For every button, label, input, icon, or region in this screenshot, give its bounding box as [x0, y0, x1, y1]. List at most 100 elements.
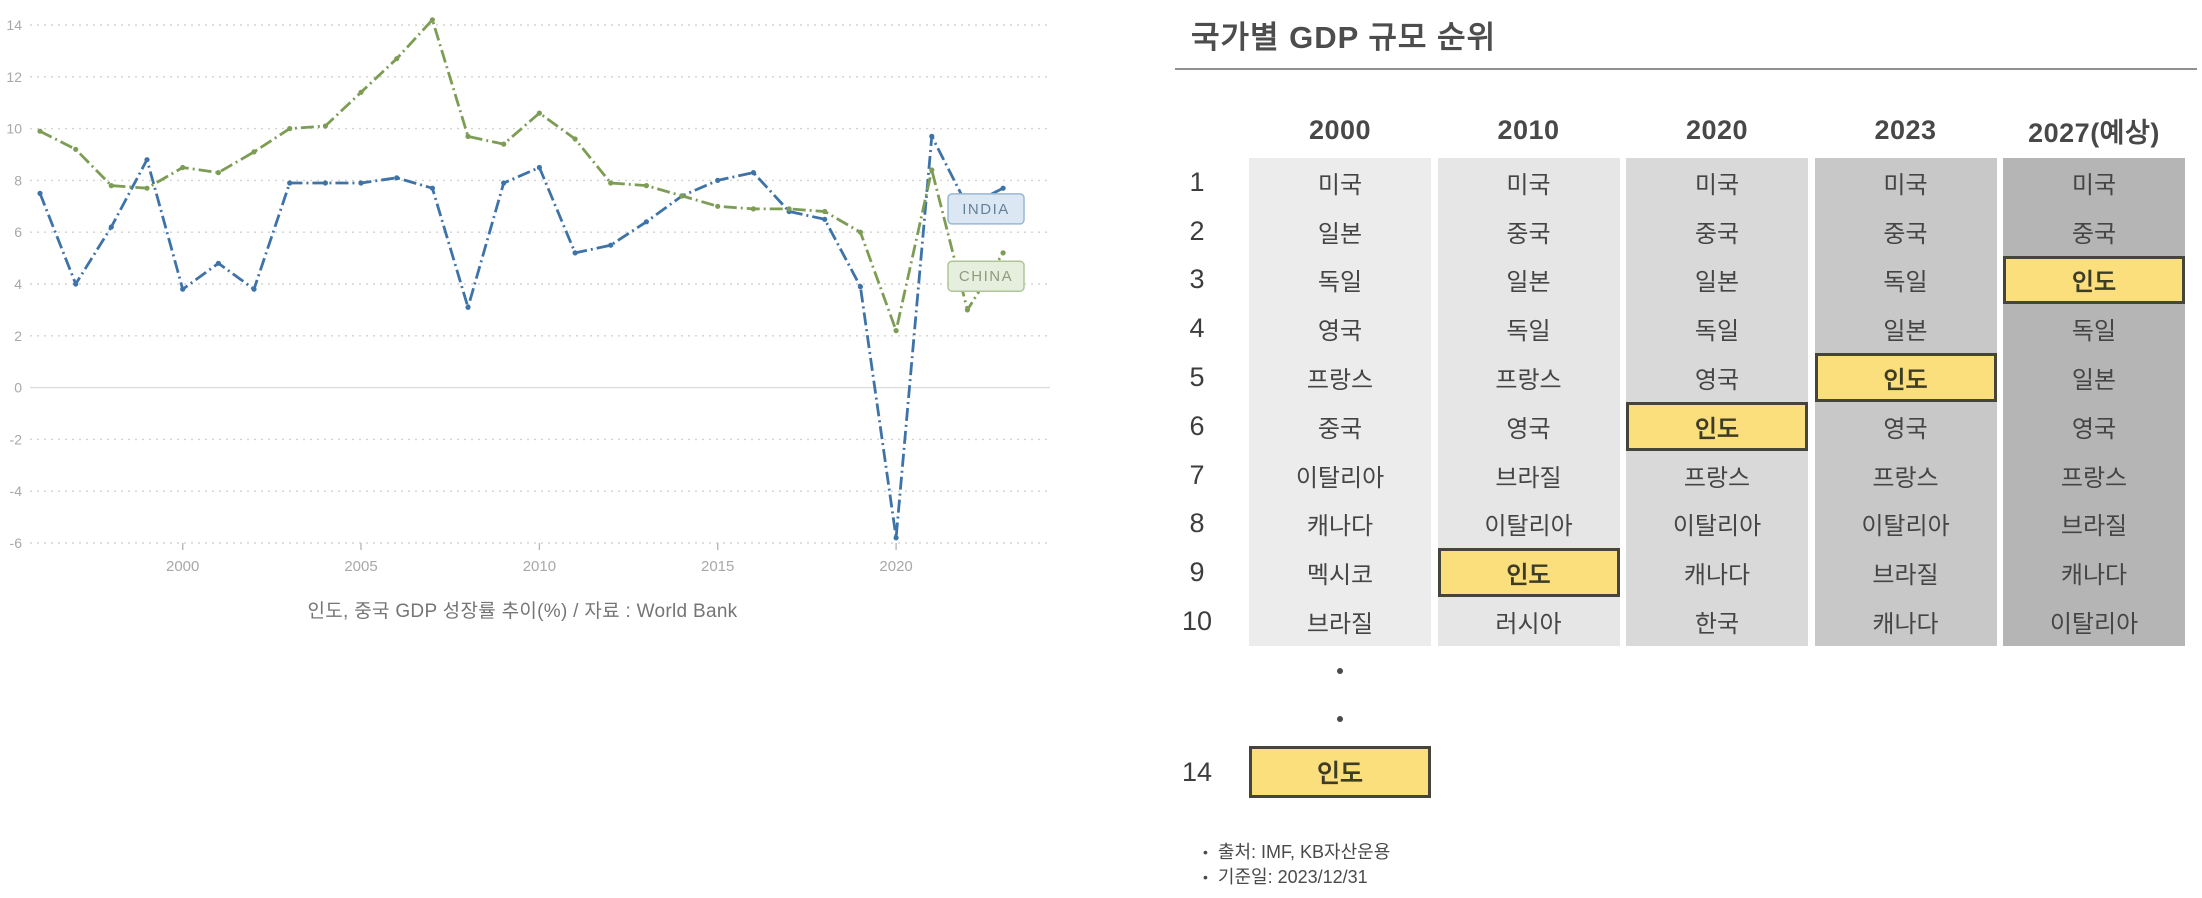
rank-cell: 2 [1189, 215, 1205, 246]
data-point [643, 183, 650, 189]
data-point [429, 17, 435, 23]
data-point [964, 307, 971, 313]
rank-cell: 8 [1189, 508, 1205, 539]
ellipsis-dot [1337, 716, 1343, 722]
data-point [857, 229, 864, 235]
country-cell: 이탈리아 [1295, 464, 1385, 492]
rank-cell: 5 [1189, 362, 1205, 393]
country-cell: 브라질 [1306, 611, 1374, 639]
source-note-text: 기준일: 2023/12/31 [1217, 867, 1368, 887]
country-cell: 프랑스 [2060, 464, 2128, 492]
country-cell: 캐나다 [1306, 513, 1374, 541]
title-underline [1175, 68, 2197, 70]
year-column-header: 2020 [1685, 114, 1749, 145]
y-axis-tick-label: 8 [14, 172, 22, 188]
data-point [608, 180, 614, 186]
y-axis-tick-label: 2 [14, 328, 22, 344]
rank-cell: 9 [1189, 557, 1205, 588]
data-point [929, 133, 935, 139]
data-point [358, 89, 364, 95]
data-point [536, 110, 543, 116]
data-point [37, 190, 43, 196]
gdp-growth-chart-panel: 14 12 10 8 6 4 2 0 -2 -4 -6 2000 2005 2010 2015 2020 IND… [0, 0, 1090, 650]
data-point [786, 206, 792, 212]
y-axis-tick-label: 0 [14, 380, 22, 396]
country-cell: 캐나다 [1872, 611, 1939, 639]
country-cell: 멕시코 [1306, 562, 1374, 590]
rank-cell: 6 [1189, 410, 1205, 441]
country-cell: 미국 [1317, 171, 1363, 199]
data-point [144, 185, 150, 191]
country-cell: 미국 [1506, 171, 1551, 199]
y-axis-tick-label: 14 [6, 17, 22, 33]
data-point [501, 141, 507, 147]
source-note: • 출처: IMF, KB자산운용 [1203, 840, 1390, 865]
y-axis-tick-label: -2 [10, 431, 23, 447]
country-cell: 프랑스 [1306, 367, 1374, 395]
data-point [643, 219, 650, 225]
country-cell: 독일 [1506, 318, 1551, 346]
data-point [144, 157, 150, 163]
svg-text:INDIA: INDIA [962, 201, 1010, 218]
data-point [251, 286, 257, 292]
gdp-ranking-table-panel: 국가별 GDP 규모 순위 14 인도 • 출처: IMF, KB자산운용 • 기준일… [1165, 0, 2202, 898]
country-cell: 미국 [1694, 171, 1740, 199]
data-point [108, 224, 114, 230]
country-cell: 이탈리아 [2049, 611, 2139, 639]
rank-14-label: 14 [1181, 756, 1213, 787]
bullet-icon: • [1203, 844, 1208, 860]
country-cell: 이탈리아 [1672, 513, 1762, 541]
country-cell: 프랑스 [1872, 464, 1939, 492]
country-cell: 독일 [1317, 269, 1363, 297]
data-point [536, 164, 543, 171]
x-axis-tick-label: 2015 [701, 558, 734, 575]
country-cell: 영국 [1506, 415, 1551, 443]
data-point [429, 185, 435, 191]
country-cell: 캐나다 [2060, 562, 2128, 590]
data-point [750, 170, 757, 176]
svg-text:CHINA: CHINA [959, 268, 1013, 285]
country-cell: 중국 [1506, 220, 1551, 248]
country-cell: 일본 [1506, 269, 1551, 297]
bullet-icon: • [1203, 869, 1208, 885]
country-cell: 일본 [2071, 367, 2117, 395]
rank-column-header [1165, 102, 1229, 158]
data-point [73, 281, 79, 287]
year-column-2027: 2027(예상) 미국 중국 인도 독일 일본 영국 프랑스 브라질 캐나다 이탈리아 [2003, 102, 2185, 646]
data-point [287, 126, 293, 132]
country-cell: 중국 [2071, 220, 2117, 248]
table-title: 국가별 GDP 규모 순위 [1191, 20, 1497, 55]
y-axis-tick-label: -4 [10, 483, 23, 499]
series-line-china [39, 18, 1005, 333]
rank-column: 1 2 3 4 5 6 7 8 9 10 [1165, 102, 1229, 646]
series-line-india [38, 134, 1004, 540]
country-cell: 한국 [1694, 611, 1740, 639]
country-cell: 중국 [1694, 220, 1740, 248]
country-cell: 프랑스 [1683, 464, 1751, 492]
data-point [715, 203, 721, 209]
country-cell: 프랑스 [1495, 367, 1562, 395]
data-point [394, 175, 400, 181]
series-label-china: CHINA [947, 260, 1025, 292]
data-point [394, 56, 400, 62]
data-point [358, 180, 364, 186]
country-cell: 중국 [1883, 220, 1928, 248]
y-axis-tick-label: 12 [6, 69, 22, 85]
year-column-band: 미국 중국 일본 독일 프랑스 영국 브라질 이탈리아 인도 러시아 [1437, 158, 1620, 646]
data-point [572, 136, 578, 142]
data-point [287, 180, 293, 186]
data-point [608, 242, 614, 248]
country-cell: 이탈리아 [1861, 513, 1950, 541]
country-cell: 미국 [1883, 171, 1928, 199]
year-column-2023: 2023 미국 중국 독일 일본 인도 영국 프랑스 이탈리아 브라질 캐나다 [1814, 102, 1997, 646]
country-cell: 영국 [1694, 367, 1740, 395]
y-axis-tick-label: 10 [6, 121, 22, 137]
data-point [251, 149, 257, 155]
data-point [215, 260, 221, 266]
country-cell: 일본 [1883, 318, 1928, 346]
year-column-2020: 2020 미국 중국 일본 독일 영국 인도 프랑스 이탈리아 캐나다 한국 [1626, 102, 1808, 646]
data-point [73, 146, 79, 152]
country-cell: 중국 [1317, 415, 1363, 443]
y-axis-tick-label: 6 [14, 224, 22, 240]
